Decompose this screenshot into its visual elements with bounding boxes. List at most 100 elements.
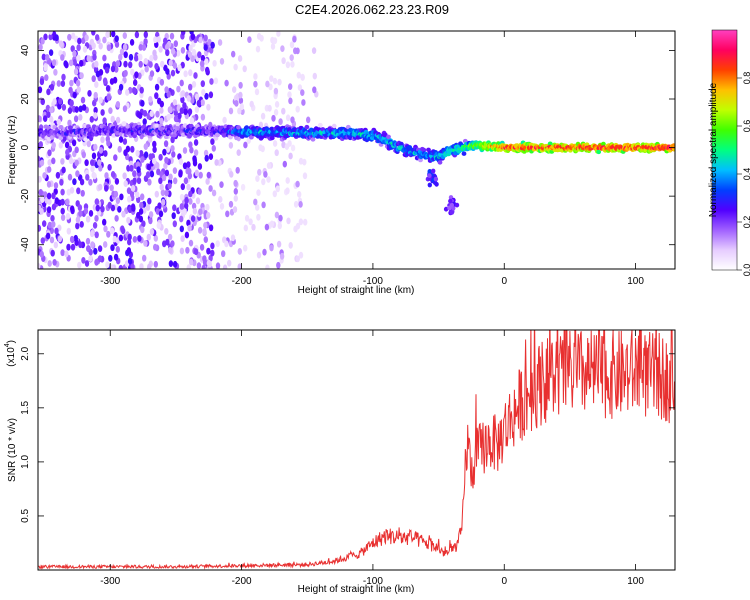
- spectrogram-cell: [100, 109, 105, 116]
- spectrogram-cell: [75, 216, 81, 224]
- spectrogram-cell: [118, 136, 124, 143]
- spectrogram-cell: [48, 33, 53, 41]
- spectrogram-cell: [217, 39, 223, 46]
- spectrogram-cell: [231, 50, 236, 58]
- spectrogram-cell: [298, 201, 303, 208]
- spectrogram-cell: [271, 114, 276, 122]
- spectrogram-cell: [187, 108, 193, 116]
- spectrogram-cell: [270, 43, 276, 50]
- spectrogram-cell: [272, 77, 278, 85]
- spectrogram-cell: [172, 204, 177, 212]
- spectrogram-cell: [81, 151, 87, 159]
- spectrogram-cell: [201, 264, 206, 269]
- spectrogram-cell: [123, 149, 128, 157]
- spectrogram-cell: [281, 107, 286, 115]
- spectrogram-cell: [84, 260, 90, 267]
- spectrogram-cell: [103, 241, 108, 248]
- snr-frame: [37, 329, 676, 571]
- spectrogram-cell: [126, 216, 131, 224]
- spectrogram-cell: [129, 190, 135, 198]
- spectrogram-cell: [109, 184, 114, 192]
- spectrogram-cell: [114, 35, 119, 43]
- spectrogram-cell: [39, 250, 44, 258]
- spectrogram-cell: [43, 191, 48, 199]
- spectrogram-cell: [179, 79, 184, 87]
- spectrogram-cell: [273, 109, 279, 116]
- spectrogram-cell: [110, 244, 115, 252]
- spectrogram-cell: [295, 47, 300, 55]
- spectrogram-cell: [114, 215, 119, 222]
- spectrogram-cell: [234, 100, 239, 107]
- spectrogram-cell: [140, 193, 145, 201]
- spectrogram-cell: [448, 198, 453, 204]
- spectrogram-cell: [98, 183, 103, 191]
- spectrogram-cell: [188, 190, 193, 198]
- spectrogram-cell: [210, 138, 215, 146]
- spectrogram-cell: [193, 248, 199, 256]
- spectrogram-cell: [84, 34, 89, 42]
- spectrogram-cell: [70, 205, 75, 213]
- spectrogram-cell: [386, 134, 391, 139]
- spectrogram-cell: [236, 125, 241, 130]
- spectrogram-cell: [221, 250, 226, 258]
- spectrogram-cell: [251, 223, 256, 231]
- spectrogram-cell: [240, 183, 246, 191]
- spectrogram-cell: [48, 31, 53, 35]
- spectrogram-cell: [76, 44, 81, 52]
- spectrogram-cell: [293, 225, 298, 233]
- spectrogram-cell: [105, 31, 110, 39]
- spectrogram-cell: [153, 243, 158, 251]
- spectrogram-y-tick-label: 20: [20, 93, 31, 105]
- spectrogram-cell: [60, 54, 65, 61]
- spectrogram-cell: [143, 31, 148, 39]
- spectrogram-cell: [449, 210, 455, 215]
- spectrogram-cell: [91, 75, 96, 83]
- snr-x-tick-label: -200: [232, 576, 252, 587]
- spectrogram-cell: [183, 108, 188, 116]
- spectrogram-cell: [259, 34, 264, 42]
- spectrogram-cell: [189, 117, 195, 125]
- spectrogram-cell: [79, 178, 85, 186]
- spectrogram-cell: [49, 115, 54, 123]
- spectrogram-cell: [61, 166, 66, 174]
- spectrogram-cell: [461, 151, 467, 156]
- spectrogram-cell: [95, 70, 101, 78]
- colorbar-tick-label: 0.0: [742, 264, 750, 277]
- spectrogram-cell: [233, 179, 238, 187]
- spectrogram-cell: [276, 261, 281, 269]
- spectrogram-cell: [198, 36, 203, 44]
- spectrogram-cell: [192, 157, 197, 164]
- spectrogram-cell: [115, 60, 121, 67]
- spectrogram-cell: [191, 49, 197, 56]
- spectrogram-cell: [98, 147, 104, 154]
- spectrogram-cell: [65, 212, 71, 220]
- spectrogram-cell: [182, 208, 187, 216]
- spectrogram-cell: [117, 206, 122, 213]
- spectrogram-cell: [118, 264, 123, 269]
- spectrogram-cell: [262, 248, 267, 256]
- spectrogram-cell: [97, 245, 103, 253]
- spectrogram-cell: [306, 116, 311, 124]
- spectrogram-cell: [94, 231, 99, 239]
- spectrogram-cell: [118, 53, 123, 61]
- spectrogram-cell: [92, 222, 98, 229]
- spectrogram-cell: [156, 222, 161, 230]
- spectrogram-cell: [104, 172, 109, 179]
- spectrogram-cell: [89, 116, 95, 123]
- spectrogram-cell: [238, 97, 244, 105]
- spectrogram-cell: [158, 210, 164, 218]
- spectrogram-cell: [40, 37, 45, 45]
- spectrogram-cell: [289, 41, 295, 49]
- spectrogram-cell: [147, 263, 152, 269]
- spectrogram-cell: [122, 43, 128, 51]
- spectrogram-cell: [219, 181, 224, 189]
- spectrogram-cell: [244, 214, 250, 222]
- spectrogram-cell: [181, 31, 186, 36]
- spectrogram-cell: [254, 88, 260, 96]
- spectrogram-cell: [73, 234, 79, 242]
- spectrogram-cell: [72, 50, 77, 58]
- spectrogram-cell: [60, 214, 66, 222]
- spectrogram-cell: [277, 78, 282, 86]
- spectrogram-cell: [121, 122, 127, 127]
- spectrogram-cell: [190, 97, 195, 104]
